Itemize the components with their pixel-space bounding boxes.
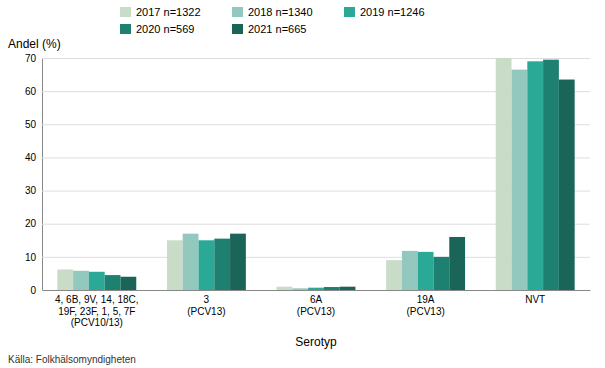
bar <box>402 251 418 290</box>
x-tick-label-line: (PCV13) <box>406 306 444 317</box>
x-tick-label-line: 6A <box>310 294 323 305</box>
x-tick-label-line: 3 <box>204 294 210 305</box>
bar <box>89 272 105 290</box>
y-axis-title: Andel (%) <box>8 37 61 51</box>
bar <box>527 61 543 290</box>
x-axis-line <box>43 290 591 291</box>
x-tick-label: 19A(PCV13) <box>406 294 444 317</box>
y-axis-line <box>43 59 591 291</box>
bar <box>308 288 324 290</box>
bar <box>512 70 528 290</box>
y-tick-label: 60 <box>25 86 37 97</box>
legend-swatch <box>120 24 131 34</box>
legend-item: 2017 n=1322 <box>120 6 201 18</box>
x-tick-label: 3(PCV13) <box>187 294 225 317</box>
legend-swatch <box>120 7 131 17</box>
bar <box>559 80 575 290</box>
bar <box>496 58 512 290</box>
x-tick-label: NVT <box>525 294 545 305</box>
x-tick-label-line: 19F, 23F, 1, 5, 7F <box>58 306 135 317</box>
legend-label: 2019 n=1246 <box>360 6 425 18</box>
bar <box>105 275 121 290</box>
x-tick: NVT <box>525 294 545 305</box>
bar <box>324 287 340 290</box>
bar <box>543 60 559 290</box>
x-tick-label-line: 4, 6B, 9V, 14, 18C, <box>55 294 139 305</box>
bar <box>57 269 73 290</box>
chart: 0 10 20 30 40 50 60 70 4, 6B, 9V, 14, 18C,19F, 2… <box>0 0 605 368</box>
y-tick-label: 20 <box>25 218 37 229</box>
y-tick-label: 40 <box>25 152 37 163</box>
legend-swatch <box>232 7 243 17</box>
legend-item: 2021 n=665 <box>232 23 306 35</box>
bar-series <box>120 80 574 290</box>
bar <box>292 288 308 290</box>
bar <box>230 234 246 290</box>
bar-series <box>73 70 527 290</box>
y-tick-label: 10 <box>25 252 37 263</box>
x-tick-label-line: NVT <box>525 294 545 305</box>
x-axis: 4, 6B, 9V, 14, 18C,19F, 23F, 1, 5, 7F(PC… <box>43 291 591 329</box>
bar <box>449 237 465 290</box>
bar-series <box>57 58 511 290</box>
bar-series <box>89 61 543 290</box>
legend-label: 2017 n=1322 <box>136 6 201 18</box>
grid-line <box>42 290 590 291</box>
x-tick: 6A(PCV13) <box>297 294 335 317</box>
x-tick-label-line: 19A <box>417 294 435 305</box>
bar <box>277 287 293 290</box>
bar <box>120 277 136 290</box>
bars <box>57 58 574 290</box>
legend-item: 2020 n=569 <box>120 23 194 35</box>
source: Källa: Folkhälsomyndigheten <box>8 354 136 365</box>
legend-item: 2018 n=1340 <box>232 6 313 18</box>
x-tick-label: 6A(PCV13) <box>297 294 335 317</box>
y-axis: 0 10 20 30 40 50 60 70 <box>25 53 590 296</box>
x-tick-label: 4, 6B, 9V, 14, 18C,19F, 23F, 1, 5, 7F(PC… <box>55 294 139 328</box>
y-tick-label: 30 <box>25 185 37 196</box>
legend-label: 2018 n=1340 <box>248 6 313 18</box>
bar <box>433 257 449 290</box>
bar <box>73 271 89 290</box>
bar <box>418 252 434 290</box>
y-tick-label: 70 <box>25 53 37 64</box>
legend-label: 2021 n=665 <box>248 23 306 35</box>
legend-swatch <box>232 24 243 34</box>
x-tick: 4, 6B, 9V, 14, 18C,19F, 23F, 1, 5, 7F(PC… <box>55 294 139 328</box>
bar-series <box>105 60 559 290</box>
bar <box>214 239 230 290</box>
x-tick-label-line: (PCV13) <box>297 306 335 317</box>
y-tick-label: 50 <box>25 119 37 130</box>
legend-swatch <box>344 7 355 17</box>
legend-item: 2019 n=1246 <box>344 6 425 18</box>
bar <box>340 287 356 290</box>
x-tick-label-line: (PCV10/13) <box>71 317 123 328</box>
bar <box>386 260 402 290</box>
bar <box>199 240 215 290</box>
x-tick: 19A(PCV13) <box>406 294 444 317</box>
legend: 2017 n=1322 2018 n=1340 2019 n=1246 2020 n=… <box>120 6 425 35</box>
x-tick-label-line: (PCV13) <box>187 306 225 317</box>
bar <box>167 240 183 290</box>
plot: 0 10 20 30 40 50 60 70 4, 6B, 9V, 14, 18C,19F, 2… <box>25 53 591 328</box>
legend-label: 2020 n=569 <box>136 23 194 35</box>
bar <box>183 234 199 290</box>
x-tick: 3(PCV13) <box>187 294 225 317</box>
x-axis-title: Serotyp <box>295 335 337 349</box>
y-tick-label: 0 <box>30 285 36 296</box>
